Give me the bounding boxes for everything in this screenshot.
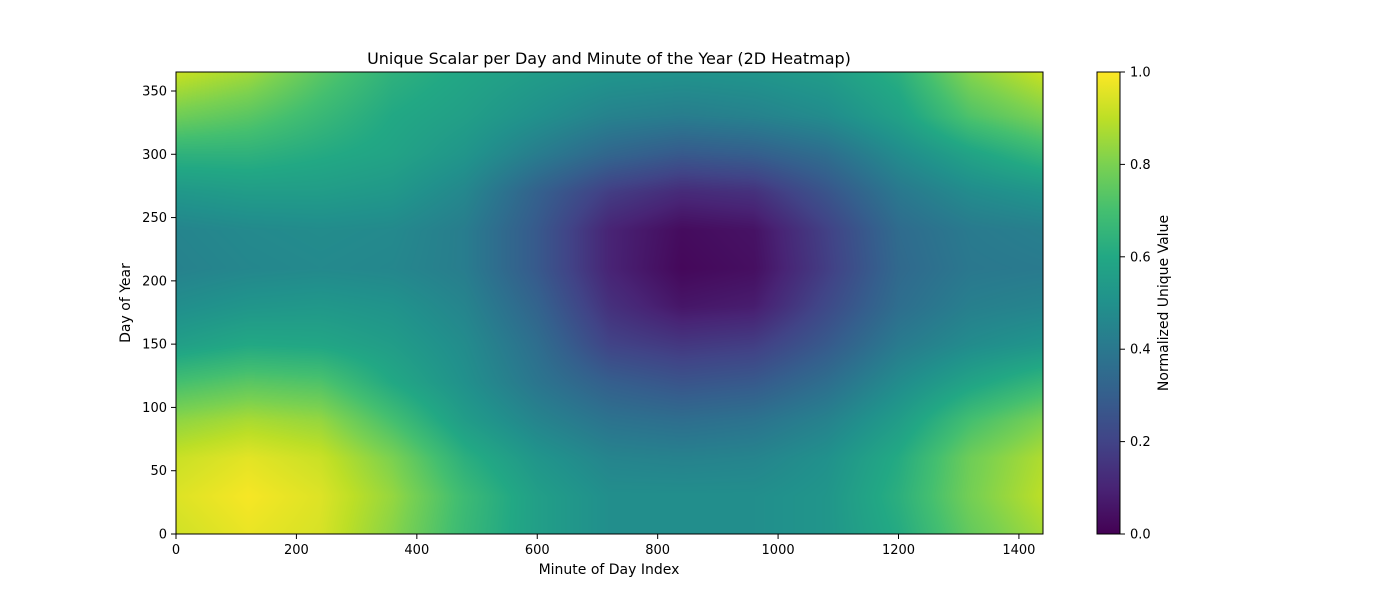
colorbar-ticks: 0.0 0.2 0.4 0.6 0.8 1.0 [1120,66,1151,543]
colorbar-tick-label: 1.0 [1130,66,1151,81]
colorbar-frame [1096,71,1121,535]
y-tick-label: 50 [150,464,167,479]
x-tick-label: 1000 [762,543,795,558]
chart-title: Unique Scalar per Day and Minute of the … [367,49,851,68]
y-tick-label: 300 [142,148,167,163]
x-axis-ticks: 0 200 400 600 800 1000 1200 1400 [172,534,1035,558]
y-tick-label: 350 [142,84,167,99]
colorbar-tick-label: 0.4 [1130,343,1151,358]
plot-frame [175,71,1044,535]
x-tick-label: 0 [172,543,180,558]
colorbar-tick-label: 0.8 [1130,158,1151,173]
y-tick-label: 100 [142,401,167,416]
colorbar-tick-label: 0.2 [1130,435,1151,450]
x-tick-label: 600 [525,543,550,558]
y-tick-label: 250 [142,211,167,226]
x-tick-label: 200 [284,543,309,558]
heatmap-image [176,72,1043,534]
y-tick-label: 200 [142,274,167,289]
plot-area [175,71,1044,535]
x-tick-label: 800 [645,543,670,558]
y-tick-label: 0 [159,528,167,543]
x-tick-label: 1200 [882,543,915,558]
colorbar-tick-label: 0.6 [1130,250,1151,265]
colorbar-gradient [1097,72,1120,534]
colorbar: 0.0 0.2 0.4 0.6 0.8 1.0 Normalized Unique Val… [1096,66,1172,543]
x-tick-label: 1400 [1002,543,1035,558]
x-tick-label: 400 [404,543,429,558]
y-axis-label: Day of Year [118,263,134,343]
y-axis-ticks: 0 50 100 150 200 250 300 350 [142,84,176,543]
x-axis-label: Minute of Day Index [539,562,680,578]
y-tick-label: 150 [142,338,167,353]
colorbar-tick-label: 0.0 [1130,528,1151,543]
colorbar-label: Normalized Unique Value [1156,215,1172,391]
